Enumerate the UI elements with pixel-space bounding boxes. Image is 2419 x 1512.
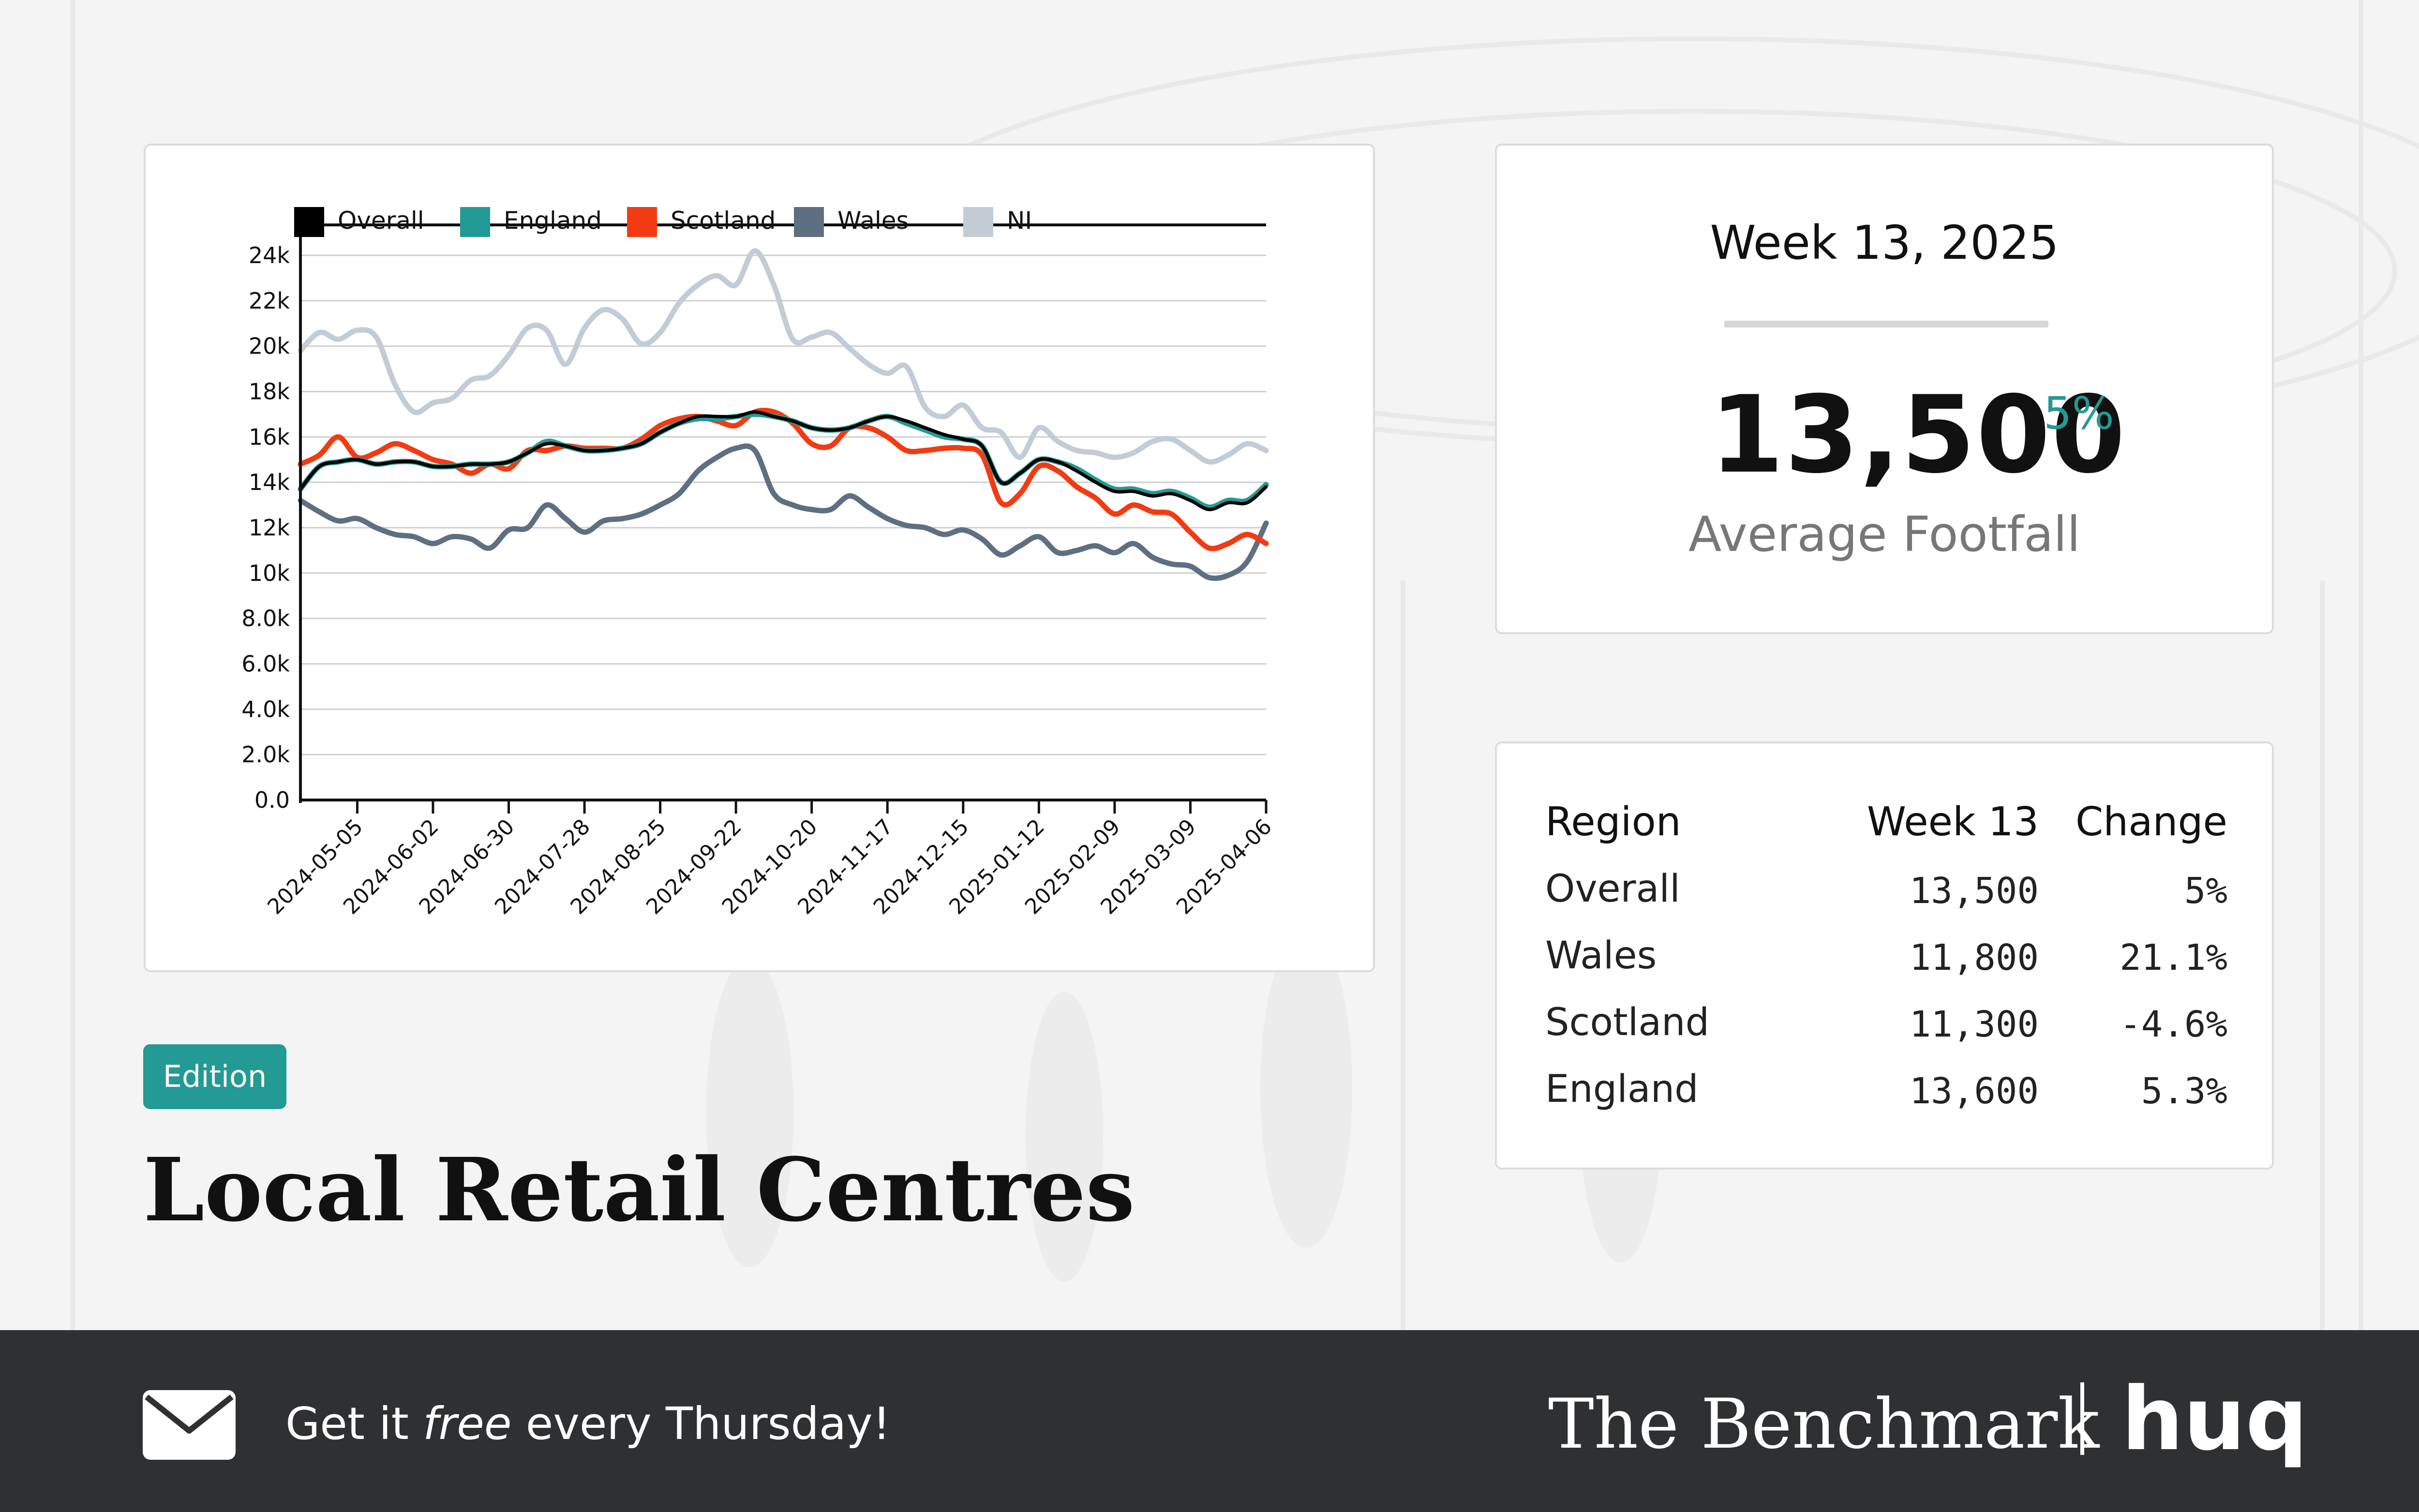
kpi-card: Week 13, 2025 13,500 5% Average Footfall bbox=[1495, 144, 2274, 634]
table-row-week: 11,800 bbox=[1909, 937, 2039, 978]
legend-label-wales: Wales bbox=[837, 207, 909, 235]
cta-emphasis: free bbox=[423, 1398, 512, 1450]
table-row-week: 11,300 bbox=[1909, 1004, 2039, 1045]
table-row-region: England bbox=[1545, 1067, 1699, 1111]
brand-divider bbox=[2080, 1382, 2084, 1455]
y-tick-label: 8.0k bbox=[241, 606, 290, 632]
table-row-region: Overall bbox=[1545, 867, 1680, 911]
cta-prefix: Get it bbox=[285, 1398, 409, 1450]
series-line-overall bbox=[299, 410, 1268, 511]
table-row-week: 13,500 bbox=[1909, 870, 2039, 912]
legend-label-overall: Overall bbox=[338, 207, 424, 235]
y-tick-label: 20k bbox=[249, 333, 290, 359]
table-row-change: 5.3% bbox=[2141, 1070, 2227, 1112]
edition-badge: Edition bbox=[143, 1044, 286, 1109]
y-tick-label: 22k bbox=[249, 288, 290, 314]
legend-swatch-england bbox=[460, 207, 490, 237]
y-tick-label: 2.0k bbox=[241, 741, 290, 768]
footer-bar bbox=[0, 1330, 2419, 1512]
y-tick-label: 6.0k bbox=[241, 651, 290, 677]
subscribe-cta[interactable]: Get it free every Thursday! bbox=[285, 1398, 891, 1450]
table-row-region: Scotland bbox=[1545, 1001, 1710, 1044]
huq-logo: huq bbox=[2121, 1369, 2308, 1470]
table-header-week: Week 13 bbox=[1867, 799, 2039, 845]
y-tick-label: 10k bbox=[249, 560, 290, 586]
table-row-change: 21.1% bbox=[2120, 937, 2227, 978]
legend-swatch-ni bbox=[963, 207, 993, 237]
table-header-region: Region bbox=[1545, 799, 1681, 845]
table-row-change: -4.6% bbox=[2120, 1004, 2227, 1045]
kpi-week-label: Week 13, 2025 bbox=[1710, 216, 2059, 270]
page-title: Local Retail Centres bbox=[143, 1139, 1135, 1241]
cta-suffix: every Thursday! bbox=[525, 1398, 891, 1450]
table-header-change: Change bbox=[2076, 799, 2227, 845]
table-row-region: Wales bbox=[1545, 934, 1657, 978]
legend-label-ni: NI bbox=[1007, 207, 1032, 235]
y-tick-label: 14k bbox=[249, 469, 290, 495]
y-tick-label: 24k bbox=[249, 242, 290, 268]
y-tick-label: 18k bbox=[249, 378, 290, 404]
footfall-line-chart: 0.0 2.0k 4.0k 6.0k 8.0k 10k 12k 14k 16k 18k 20k 22k… bbox=[241, 207, 1277, 919]
kpi-value: 13,500 bbox=[1710, 373, 2126, 497]
series-line-wales bbox=[298, 443, 1269, 581]
kpi-change: 5% bbox=[2044, 387, 2114, 439]
legend-label-scotland: Scotland bbox=[671, 207, 776, 235]
table-row-change: 5% bbox=[2184, 870, 2227, 912]
legend-swatch-scotland bbox=[627, 207, 657, 237]
y-tick-label: 12k bbox=[249, 515, 290, 541]
mail-icon[interactable] bbox=[143, 1390, 236, 1460]
series-line-ni bbox=[298, 248, 1269, 465]
brand-name: The Benchmark bbox=[1548, 1384, 2100, 1464]
chart-card: 0.0 2.0k 4.0k 6.0k 8.0k 10k 12k 14k 16k 18k 20k 22k… bbox=[144, 144, 1375, 972]
legend-swatch-overall bbox=[294, 207, 324, 237]
y-tick-label: 0.0 bbox=[254, 787, 290, 813]
legend-swatch-wales bbox=[794, 207, 824, 237]
kpi-divider bbox=[1724, 321, 2048, 327]
table-row-week: 13,600 bbox=[1909, 1070, 2039, 1112]
kpi-label: Average Footfall bbox=[1688, 506, 2080, 563]
legend-label-england: England bbox=[504, 207, 602, 235]
y-tick-label: 16k bbox=[249, 424, 290, 450]
y-tick-label: 4.0k bbox=[241, 696, 290, 722]
region-table-card: Region Week 13 Change Overall 13,500 5% … bbox=[1495, 741, 2274, 1170]
